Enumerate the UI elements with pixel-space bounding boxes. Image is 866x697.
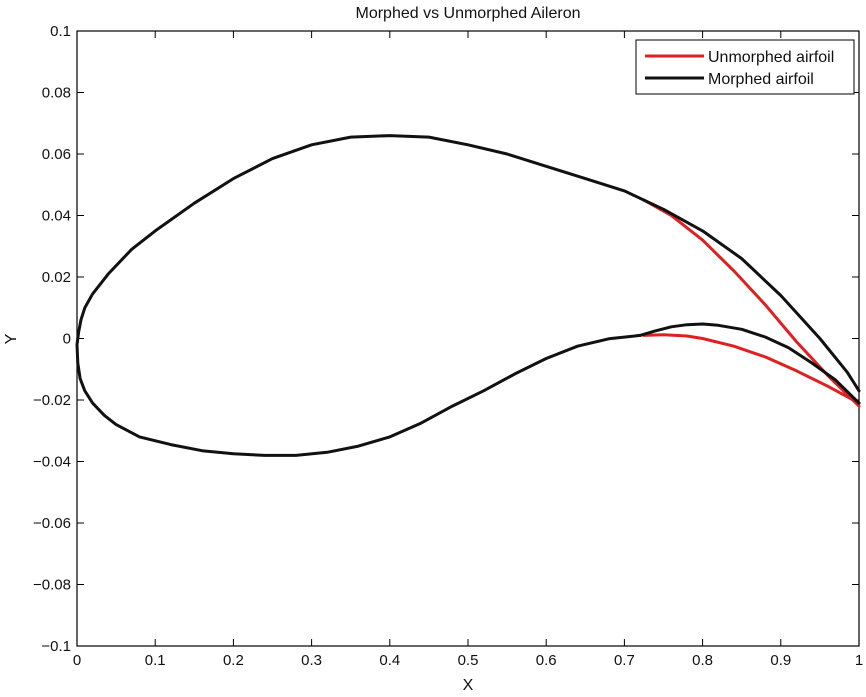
- x-tick-label: 0.8: [692, 652, 713, 669]
- x-tick-label: 0.4: [379, 652, 400, 669]
- x-tick-label: 0.6: [536, 652, 557, 669]
- legend-label-unmorphed: Unmorphed airfoil: [708, 49, 834, 66]
- x-tick-label: 0.2: [223, 652, 244, 669]
- y-tick-label: 0.1: [50, 23, 71, 40]
- legend: Unmorphed airfoil Morphed airfoil: [635, 39, 855, 95]
- y-tick-label: 0.08: [42, 85, 71, 102]
- x-axis-label: X: [463, 677, 474, 694]
- series-layer: [75, 134, 861, 457]
- x-tick-label: 0.9: [770, 652, 791, 669]
- y-tick-label: −0.08: [33, 577, 71, 594]
- series-morphed-airfoil: [75, 134, 861, 457]
- legend-label-morphed: Morphed airfoil: [708, 71, 814, 88]
- x-tick-label: 0.7: [614, 652, 635, 669]
- legend-box: [635, 39, 855, 95]
- series-line-segment: [642, 198, 861, 393]
- y-tick-label: −0.06: [33, 515, 71, 532]
- chart-title: Morphed vs Unmorphed Aileron: [355, 5, 580, 22]
- x-tick-label: 0.1: [145, 652, 166, 669]
- y-tick-label: 0.02: [42, 269, 71, 286]
- y-tick-label: −0.04: [33, 454, 71, 471]
- x-axis-ticks: 0 0.1 0.2 0.3 0.4 0.5 0.6 0.7 0.8 0.9 1: [73, 31, 863, 669]
- series-line-segment: [638, 322, 861, 405]
- x-tick-label: 0.5: [458, 652, 479, 669]
- series-line-segment: [75, 134, 646, 457]
- series-line-segment: [642, 333, 861, 405]
- x-tick-label: 1: [855, 652, 863, 669]
- y-tick-label: −0.1: [41, 638, 71, 655]
- x-tick-label: 0.3: [301, 652, 322, 669]
- y-tick-label: 0: [63, 331, 71, 348]
- y-axis-label: Y: [3, 333, 20, 344]
- plot-area: [76, 30, 860, 647]
- y-tick-label: −0.02: [33, 392, 71, 409]
- y-tick-label: 0.06: [42, 146, 71, 163]
- y-axis-ticks: −0.1 −0.08 −0.06 −0.04 −0.02 0 0.02 0.04 0.06 0.0…: [33, 23, 859, 655]
- x-tick-label: 0: [73, 652, 81, 669]
- y-tick-label: 0.04: [42, 208, 71, 225]
